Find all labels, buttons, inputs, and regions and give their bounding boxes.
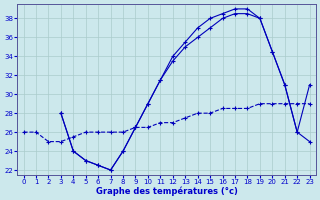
X-axis label: Graphe des températures (°c): Graphe des températures (°c) [96, 186, 237, 196]
